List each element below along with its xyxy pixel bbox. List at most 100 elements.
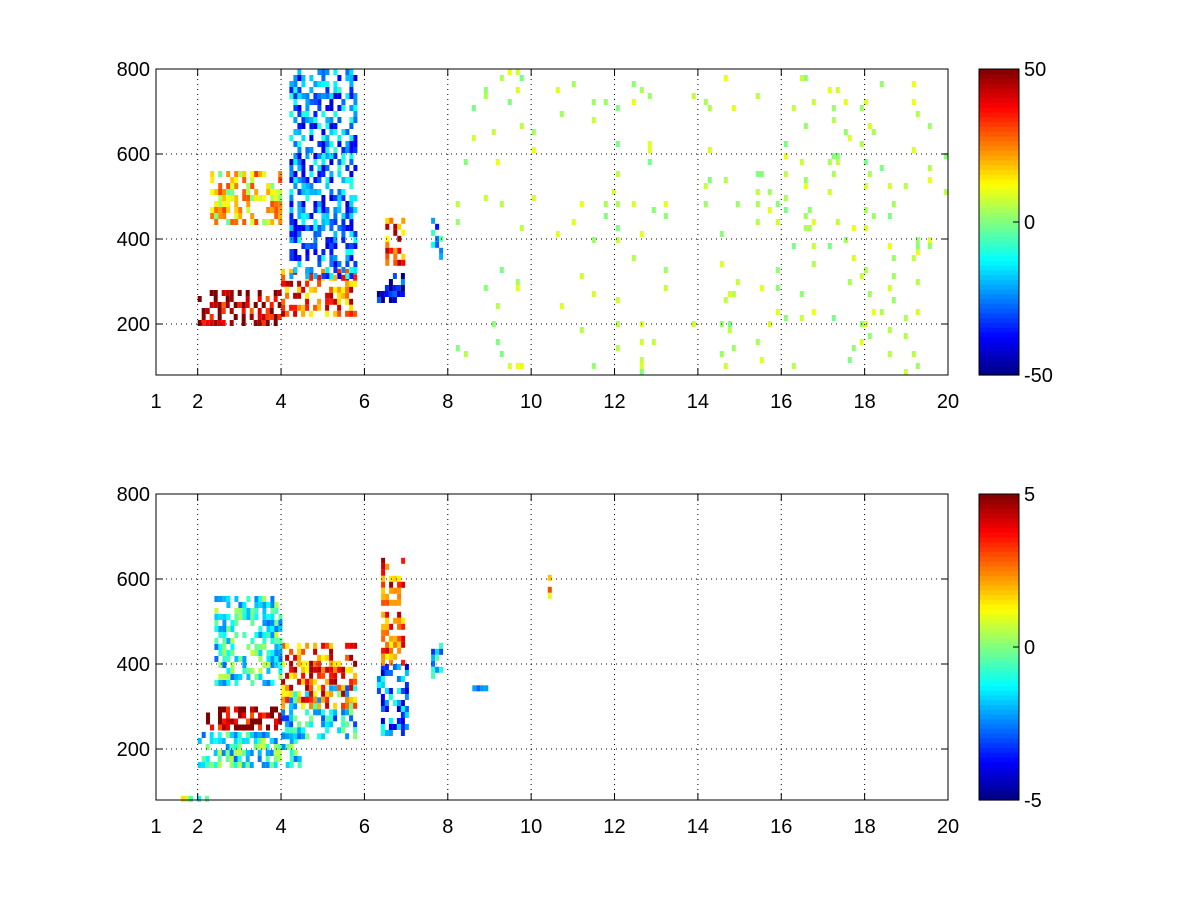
heat-cell — [242, 656, 247, 662]
heat-cell — [345, 177, 350, 183]
heat-cell — [847, 135, 852, 141]
heat-cell — [297, 93, 302, 99]
heat-cell — [579, 273, 584, 279]
heat-cell — [353, 727, 358, 734]
heat-cell — [345, 733, 350, 740]
heat-cell — [270, 650, 275, 656]
heat-cell — [775, 201, 780, 207]
heat-cell — [783, 141, 788, 147]
heat-cell — [333, 69, 338, 75]
heat-cell — [651, 207, 656, 213]
heat-cell — [293, 733, 298, 740]
heat-cell — [927, 123, 932, 129]
heat-cell — [253, 744, 258, 750]
heat-cell — [309, 129, 314, 135]
heat-cell — [393, 635, 398, 642]
heat-cell — [341, 709, 346, 716]
heat-cell — [234, 656, 239, 662]
heat-cell — [218, 680, 223, 686]
heat-cell — [213, 296, 218, 302]
heat-cell — [293, 703, 298, 710]
heat-cell — [266, 183, 271, 189]
heat-cell — [381, 611, 386, 618]
heat-cell — [309, 213, 314, 219]
colorbar-segment — [979, 589, 1019, 596]
heat-cell — [237, 738, 242, 744]
heat-cell — [217, 302, 222, 308]
colorbar-segment — [979, 131, 1019, 137]
colorbar-tick-label: 0 — [1024, 212, 1035, 234]
heat-cell — [234, 608, 239, 614]
heat-cell — [393, 575, 398, 582]
colorbar-segment — [979, 494, 1019, 500]
heat-cell — [285, 696, 290, 703]
heat-cell — [507, 99, 512, 105]
heat-cell — [210, 207, 215, 213]
heat-cell — [229, 320, 234, 326]
heat-cell — [811, 219, 816, 225]
heat-cell — [341, 292, 346, 299]
heat-cell — [345, 273, 350, 279]
heat-cell — [222, 189, 227, 195]
heat-cell — [887, 213, 892, 219]
heat-cell — [349, 195, 354, 201]
heat-cell — [297, 141, 302, 147]
heat-cell — [281, 678, 286, 685]
heat-cell — [297, 237, 302, 243]
heat-cell — [435, 654, 440, 661]
heat-cell — [234, 183, 239, 189]
heat-cell — [353, 111, 358, 117]
heat-cell — [915, 243, 920, 249]
colorbar-segment — [979, 126, 1019, 132]
heat-cell — [867, 291, 872, 297]
heat-cell — [317, 280, 322, 287]
heat-cell — [396, 688, 401, 694]
heat-cell — [349, 75, 354, 81]
heat-cell — [321, 153, 326, 159]
colorbar-segment — [979, 222, 1019, 228]
heat-cell — [385, 217, 390, 224]
heat-cell — [230, 718, 234, 725]
heat-cell — [226, 718, 230, 725]
heat-cell — [515, 69, 520, 75]
heat-cell — [241, 762, 246, 768]
heat-cell — [305, 298, 310, 305]
heat-cell — [270, 602, 275, 608]
heat-cell — [871, 213, 876, 219]
colorbar-segment — [979, 83, 1019, 89]
heat-cell — [345, 249, 350, 255]
heat-cell — [321, 219, 326, 225]
heat-cell — [293, 219, 298, 225]
colorbar-segment — [979, 661, 1019, 667]
heat-cell — [381, 629, 386, 636]
heat-cell — [242, 706, 246, 713]
heat-cell — [313, 709, 318, 716]
heat-cell — [257, 296, 262, 302]
heatmap-cells — [181, 557, 552, 802]
heat-cell — [278, 674, 283, 680]
heat-cell — [731, 345, 736, 351]
heat-cell — [233, 744, 238, 750]
heat-cell — [353, 75, 358, 81]
heat-cell — [309, 165, 314, 171]
heat-cell — [222, 662, 227, 668]
heat-cell — [615, 225, 620, 231]
heat-cell — [301, 666, 306, 673]
heat-cell — [775, 285, 780, 291]
heat-cell — [250, 706, 254, 713]
colorbar-segment — [979, 164, 1019, 171]
heat-cell — [297, 261, 302, 267]
heat-cell — [257, 732, 262, 738]
heat-cell — [254, 718, 258, 725]
heat-cell — [349, 310, 354, 317]
heat-cell — [297, 111, 302, 117]
heat-cell — [230, 650, 235, 656]
heat-cell — [879, 165, 884, 171]
heat-cell — [250, 195, 255, 201]
heat-cell — [803, 177, 808, 183]
colorbar-segment — [979, 766, 1019, 772]
heat-cell — [329, 93, 334, 99]
heat-cell — [389, 217, 394, 224]
heat-cell — [345, 702, 350, 709]
colorbar-segment — [979, 733, 1019, 739]
